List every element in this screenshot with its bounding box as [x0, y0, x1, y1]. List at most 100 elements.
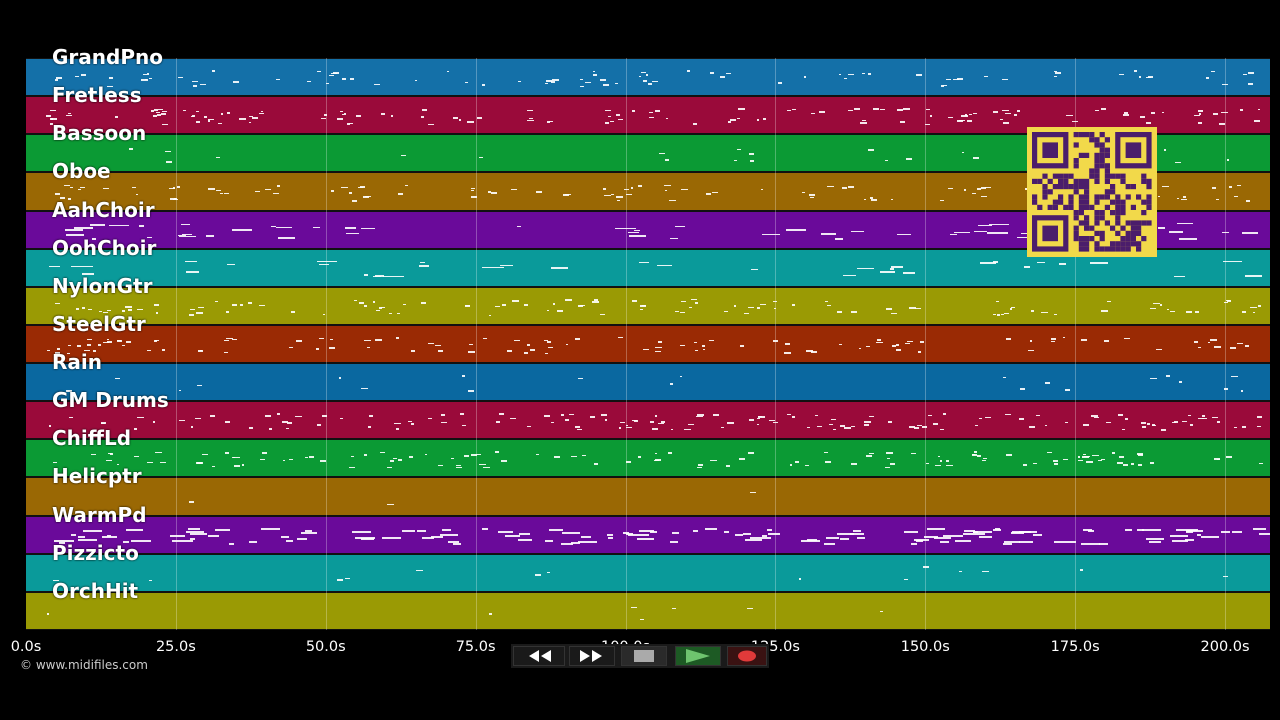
track-label: OohChoir: [52, 235, 157, 260]
note-mark: [517, 538, 532, 541]
stop-button[interactable]: [621, 646, 667, 666]
note-mark: [227, 263, 235, 266]
note-mark: [632, 419, 637, 422]
note-mark: [568, 413, 575, 416]
note-mark: [74, 227, 94, 229]
note-mark: [1033, 534, 1042, 537]
rewind-button[interactable]: [513, 646, 565, 666]
note-mark: [66, 352, 71, 355]
note-mark: [410, 350, 415, 352]
note-mark: [949, 233, 957, 236]
note-mark: [921, 426, 927, 428]
note-mark: [276, 226, 292, 229]
note-mark: [891, 198, 894, 201]
note-mark: [638, 456, 642, 458]
note-mark: [939, 199, 945, 202]
note-mark: [654, 110, 660, 112]
note-mark: [810, 351, 818, 353]
note-mark: [979, 417, 983, 420]
note-mark: [628, 235, 646, 237]
note-mark: [247, 302, 252, 304]
note-mark: [986, 232, 1009, 234]
note-mark: [172, 540, 194, 543]
note-mark: [1124, 112, 1129, 114]
note-mark: [903, 578, 909, 581]
note-mark: [1197, 110, 1203, 112]
track-label: WarmPd: [52, 502, 147, 527]
note-mark: [233, 81, 240, 83]
note-mark: [494, 305, 501, 308]
note-mark: [616, 199, 621, 202]
note-mark: [154, 109, 159, 111]
note-mark: [856, 537, 866, 540]
note-mark: [979, 262, 996, 264]
track-lane: [26, 58, 1270, 97]
note-mark: [153, 115, 157, 117]
record-icon: [738, 650, 756, 662]
note-mark: [582, 454, 587, 457]
note-mark: [1242, 232, 1259, 234]
note-mark: [1165, 375, 1171, 377]
note-mark: [993, 111, 999, 113]
note-mark: [196, 121, 201, 123]
note-mark: [628, 231, 639, 234]
note-mark: [1258, 108, 1261, 110]
note-mark: [1190, 424, 1193, 426]
note-mark: [179, 235, 196, 238]
note-mark: [886, 457, 890, 460]
note-mark: [562, 532, 581, 535]
note-mark: [961, 115, 968, 117]
note-mark: [784, 352, 792, 354]
grid-line: [1225, 58, 1227, 630]
note-mark: [287, 422, 293, 424]
note-mark: [696, 415, 703, 418]
fast-forward-button[interactable]: [569, 646, 615, 666]
note-mark: [511, 188, 518, 191]
note-mark: [756, 423, 760, 426]
note-mark: [827, 185, 834, 188]
note-mark: [1201, 417, 1208, 420]
note-mark: [375, 309, 381, 312]
note-mark: [1145, 537, 1164, 540]
note-mark: [711, 191, 719, 194]
note-mark: [1003, 122, 1010, 124]
note-mark: [78, 538, 97, 541]
note-mark: [264, 188, 272, 191]
note-mark: [903, 272, 916, 274]
note-mark: [1062, 458, 1069, 461]
note-mark: [543, 339, 548, 342]
note-mark: [618, 427, 622, 429]
note-mark: [727, 121, 732, 123]
play-button[interactable]: [675, 646, 721, 666]
record-button[interactable]: [727, 646, 767, 666]
note-mark: [864, 198, 867, 201]
note-mark: [694, 349, 699, 352]
note-mark: [404, 184, 408, 186]
note-mark: [307, 80, 312, 83]
note-mark: [786, 413, 791, 416]
note-mark: [364, 305, 367, 307]
note-mark: [109, 224, 129, 227]
note-mark: [626, 533, 633, 536]
note-mark: [972, 192, 977, 195]
note-mark: [535, 453, 539, 456]
note-mark: [972, 454, 977, 456]
note-mark: [86, 344, 92, 346]
note-mark: [1161, 111, 1165, 114]
note-mark: [810, 196, 814, 199]
note-mark: [46, 115, 51, 117]
note-mark: [861, 119, 866, 122]
note-mark: [340, 417, 344, 420]
note-mark: [815, 414, 818, 417]
note-mark: [156, 312, 159, 314]
note-mark: [1172, 539, 1188, 542]
note-mark: [940, 540, 949, 543]
note-mark: [1122, 114, 1130, 116]
note-mark: [1147, 76, 1153, 78]
note-mark: [851, 230, 865, 233]
note-mark: [868, 452, 875, 455]
note-mark: [992, 261, 998, 263]
note-mark: [1122, 428, 1125, 431]
note-mark: [77, 536, 86, 539]
note-mark: [631, 187, 634, 189]
